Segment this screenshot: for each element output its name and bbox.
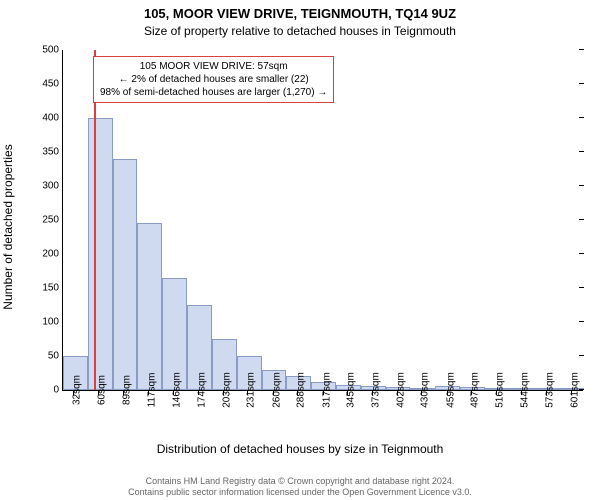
x-tick-mark [73, 390, 74, 395]
x-tick-mark [323, 390, 324, 395]
y-tick-label: 50 [48, 351, 63, 362]
y-tick-mark [579, 253, 584, 254]
y-tick-label: 0 [53, 385, 63, 396]
y-tick-mark [579, 321, 584, 322]
y-tick-label: 200 [42, 249, 63, 260]
annotation-line-1: 105 MOOR VIEW DRIVE: 57sqm [100, 60, 327, 73]
footer-attribution: Contains HM Land Registry data © Crown c… [0, 476, 600, 499]
y-tick-mark [579, 219, 584, 220]
y-tick-mark [579, 117, 584, 118]
y-tick-mark [579, 185, 584, 186]
x-tick-mark [247, 390, 248, 395]
histogram-bar [88, 118, 113, 390]
y-tick-label: 500 [42, 45, 63, 56]
x-tick-mark [546, 390, 547, 395]
x-tick-mark [521, 390, 522, 395]
x-tick-mark [471, 390, 472, 395]
x-axis-label: Distribution of detached houses by size … [0, 442, 600, 456]
x-tick-mark [447, 390, 448, 395]
y-tick-label: 100 [42, 317, 63, 328]
x-tick-mark [223, 390, 224, 395]
x-tick-mark [198, 390, 199, 395]
annotation-box: 105 MOOR VIEW DRIVE: 57sqm ← 2% of detac… [93, 56, 334, 103]
x-tick-mark [98, 390, 99, 395]
x-tick-mark [571, 390, 572, 395]
x-tick-mark [123, 390, 124, 395]
x-tick-mark [397, 390, 398, 395]
footer-line-1: Contains HM Land Registry data © Crown c… [0, 476, 600, 487]
plot-area: 050100150200250300350400450500 32sqm60sq… [62, 50, 583, 391]
x-tick-mark [421, 390, 422, 395]
y-tick-label: 250 [42, 215, 63, 226]
y-tick-label: 450 [42, 79, 63, 90]
y-axis-label: Number of detached properties [1, 57, 15, 397]
chart-title: 105, MOOR VIEW DRIVE, TEIGNMOUTH, TQ14 9… [0, 6, 600, 21]
footer-line-2: Contains public sector information licen… [0, 487, 600, 498]
y-tick-label: 350 [42, 147, 63, 158]
chart-subtitle: Size of property relative to detached ho… [0, 24, 600, 38]
x-tick-mark [297, 390, 298, 395]
histogram-bar [137, 223, 162, 390]
histogram-bar [113, 159, 138, 390]
y-tick-mark [579, 151, 584, 152]
y-tick-label: 300 [42, 181, 63, 192]
x-tick-mark [372, 390, 373, 395]
chart-container: { "title": { "text": "105, MOOR VIEW DRI… [0, 0, 600, 500]
y-tick-label: 150 [42, 283, 63, 294]
y-tick-mark [579, 287, 584, 288]
y-tick-mark [579, 355, 584, 356]
y-tick-label: 400 [42, 113, 63, 124]
y-tick-mark [579, 83, 584, 84]
annotation-line-3: 98% of semi-detached houses are larger (… [100, 86, 327, 99]
x-tick-mark [273, 390, 274, 395]
annotation-line-2: ← 2% of detached houses are smaller (22) [100, 73, 327, 86]
x-tick-mark [347, 390, 348, 395]
x-tick-mark [496, 390, 497, 395]
x-tick-mark [173, 390, 174, 395]
y-tick-mark [579, 49, 584, 50]
x-tick-mark [148, 390, 149, 395]
